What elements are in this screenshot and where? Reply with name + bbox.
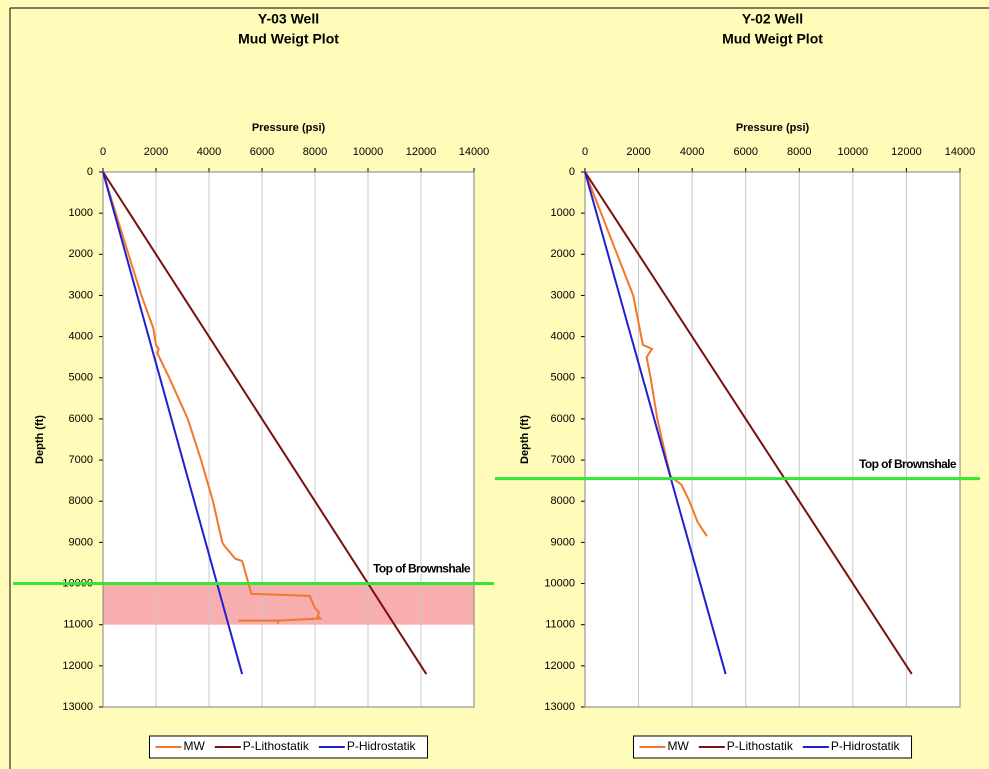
legend-label: MW [183,739,205,753]
y-tick-label: 6000 [551,413,575,425]
x-tick-label: 2000 [626,146,650,158]
plot-area [103,172,474,707]
chart-subtitle: Mud Weigt Plot [722,31,823,47]
x-tick-label: 14000 [945,146,976,158]
chart-title: Y-03 Well [258,11,319,27]
page: Y-03 Well Mud Weigt Plot Pressure (psi) Dep… [0,0,989,769]
plot-area [585,172,960,707]
x-tick-label: 14000 [459,146,490,158]
x-tick-label: 4000 [197,146,221,158]
y-tick-label: 11000 [545,619,575,631]
legend: MW P-Lithostatik P-Hidrostatik [633,736,911,758]
y-tick-label: 7000 [551,454,575,466]
legend-label: P-Hidrostatik [347,739,417,753]
chart-subtitle: Mud Weigt Plot [238,31,339,47]
legend: MW P-Lithostatik P-Hidrostatik [149,736,427,758]
y-tick-label: 4000 [69,331,93,343]
x-tick-label: 10000 [838,146,869,158]
y-tick-label: 5000 [69,372,93,384]
y-tick-label: 13000 [62,701,93,713]
y-tick-label: 3000 [69,289,93,301]
y-tick-label: 0 [87,166,93,178]
y-tick-label: 5000 [551,372,575,384]
x-tick-label: 0 [582,146,588,158]
shaded-band [103,584,474,625]
x-tick-label: 6000 [733,146,757,158]
legend-label: P-Lithostatik [727,739,794,753]
x-tick-label: 6000 [250,146,274,158]
y-tick-label: 6000 [69,413,93,425]
annotation-label: Top of Brownshale [859,457,957,471]
x-tick-label: 4000 [680,146,704,158]
y-tick-label: 4000 [551,331,575,343]
x-axis-label: Pressure (psi) [252,122,326,134]
y-tick-label: 3000 [551,289,575,301]
chart-page: Y-03 Well Mud Weigt Plot Pressure (psi) Dep… [0,0,989,769]
legend-label: P-Lithostatik [243,739,310,753]
y-tick-label: 8000 [551,495,575,507]
x-tick-label: 2000 [144,146,168,158]
y-tick-label: 2000 [551,248,575,260]
x-tick-label: 12000 [406,146,437,158]
annotation-label: Top of Brownshale [373,562,471,576]
y-tick-label: 7000 [69,454,93,466]
legend-label: MW [667,739,689,753]
y-axis-label: Depth (ft) [34,415,46,464]
chart-title: Y-02 Well [742,11,803,27]
y-tick-label: 1000 [551,207,575,219]
y-tick-label: 13000 [544,701,575,713]
y-tick-label: 12000 [544,660,575,672]
y-tick-label: 12000 [62,660,93,672]
x-tick-label: 10000 [353,146,384,158]
y-tick-label: 0 [569,166,575,178]
y-axis-label: Depth (ft) [519,415,531,464]
y-tick-label: 10000 [544,577,575,589]
y-tick-label: 8000 [69,495,93,507]
y-tick-label: 9000 [551,536,575,548]
x-tick-label: 8000 [787,146,811,158]
y-tick-label: 2000 [69,248,93,260]
y-tick-label: 1000 [69,207,93,219]
x-axis-label: Pressure (psi) [736,122,810,134]
x-tick-label: 12000 [891,146,922,158]
x-tick-label: 8000 [303,146,327,158]
y-tick-label: 9000 [69,536,93,548]
legend-label: P-Hidrostatik [831,739,901,753]
y-tick-label: 11000 [63,619,93,631]
x-tick-label: 0 [100,146,106,158]
